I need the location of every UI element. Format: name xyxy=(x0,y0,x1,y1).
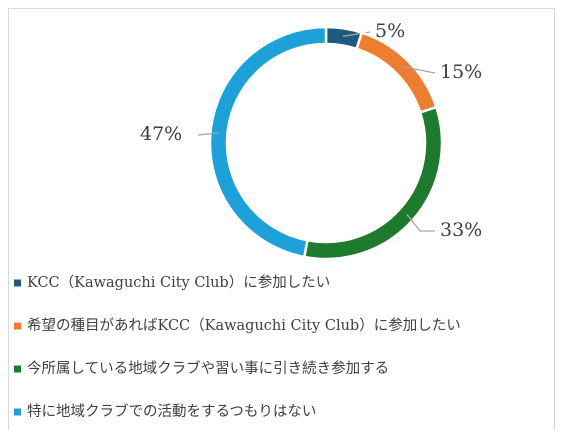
legend-label: 希望の種目があればKCC（Kawaguchi City Club）に参加したい xyxy=(27,317,461,334)
donut-segment xyxy=(355,31,438,114)
legend-label: 今所属している地域クラブや習い事に引き続き参加する xyxy=(27,359,389,377)
leader-line xyxy=(406,214,435,232)
legend-label: KCC（Kawaguchi City Club）に参加したい xyxy=(27,274,330,291)
chart-frame xyxy=(8,8,555,434)
data-label: 15% xyxy=(440,61,482,83)
data-label: 5% xyxy=(375,20,405,42)
legend-swatch xyxy=(14,408,21,416)
donut-segment xyxy=(302,105,444,261)
data-label: 47% xyxy=(140,123,182,145)
data-label: 33% xyxy=(440,219,482,241)
leader-line xyxy=(197,132,219,136)
legend-label: 特に地域クラブでの活動をするつもりはない xyxy=(27,402,316,420)
donut-segment xyxy=(208,25,328,259)
legend-swatch xyxy=(14,279,21,287)
legend-swatch xyxy=(14,322,21,330)
legend-swatch xyxy=(14,365,21,373)
leader-line xyxy=(402,65,436,74)
plot-area: 5% 15% 33% 47% KCC（Kawaguchi City Club）に参加した… xyxy=(14,20,482,420)
